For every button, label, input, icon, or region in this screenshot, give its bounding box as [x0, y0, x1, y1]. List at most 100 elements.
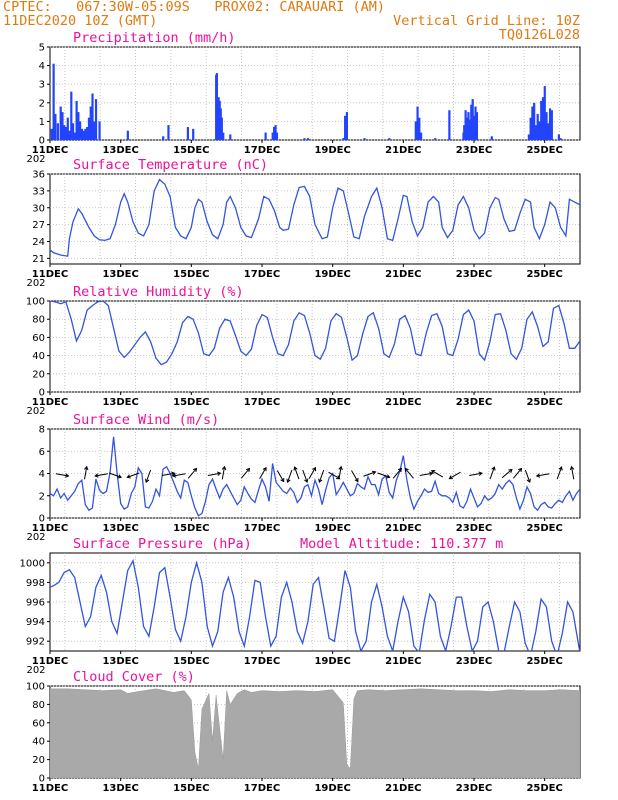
wind-arrow-head — [535, 473, 541, 478]
header-gridline-note: Vertical Grid Line: 10Z — [393, 13, 580, 29]
wind-arrow — [259, 467, 267, 480]
x-tick-label: 23DEC — [456, 269, 492, 280]
x-tick-label: 13DEC — [102, 397, 138, 408]
x-tick-label: 15DEC — [173, 523, 209, 534]
precip-bar — [545, 112, 548, 140]
precip-bar — [264, 132, 267, 140]
precip-bar — [89, 106, 92, 140]
panel-title: Relative Humidity (%) — [73, 284, 244, 300]
wind-arrow — [308, 467, 316, 480]
precip-bar — [547, 123, 550, 140]
precip-bar — [468, 119, 471, 140]
wind-arrow-head — [371, 470, 377, 475]
wind-arrow — [318, 469, 325, 483]
cloud-cover-area — [50, 688, 580, 778]
wind-arrow-head — [404, 467, 409, 473]
x-tick-label: 17DEC — [244, 145, 280, 156]
wind-arrow-head — [280, 478, 285, 483]
precip-bar — [473, 115, 476, 140]
wind-arrow — [512, 468, 522, 479]
precip-bar — [475, 112, 479, 140]
precip-bar — [416, 106, 419, 140]
x-tick-label: 19DEC — [314, 397, 350, 408]
x-tick-label: 15DEC — [173, 145, 209, 156]
wind-arrow — [501, 469, 513, 479]
precip-bar — [77, 112, 80, 140]
precip-bar — [470, 104, 473, 140]
y-tick-label: 0 — [39, 514, 45, 525]
precip-bar — [275, 132, 279, 140]
precip-bar — [529, 117, 532, 140]
precip-bar — [534, 125, 538, 140]
wind-arrow-head — [491, 466, 496, 471]
precip-bar — [56, 123, 59, 140]
precip-bar — [418, 117, 421, 140]
wind-arrow — [172, 473, 186, 477]
precip-bar — [306, 138, 310, 140]
precip-bar — [61, 112, 64, 140]
x-tick-label: 25DEC — [526, 783, 562, 794]
precip-bar — [52, 63, 55, 140]
wind-arrow — [404, 468, 414, 479]
wind-arrow-head — [558, 466, 563, 471]
precip-bar — [59, 106, 62, 140]
y-tick-label: 80 — [32, 700, 45, 711]
wind-arrow — [449, 471, 461, 480]
y-tick-label: 4 — [39, 469, 45, 480]
y-tick-label: 100 — [26, 297, 45, 308]
y-tick-label: 0 — [39, 136, 45, 147]
precip-bar — [543, 86, 546, 140]
wind-arrow-head — [526, 478, 531, 484]
precip-bar — [220, 117, 223, 140]
x-tick-label: 19DEC — [314, 269, 350, 280]
model-altitude-annotation: Model Altitude: 110.377 m — [300, 536, 503, 552]
x-tick-label: 13DEC — [102, 145, 138, 156]
wind-arrow — [55, 473, 69, 477]
precip-bar — [448, 110, 451, 140]
wind-arrow — [338, 466, 342, 480]
precip-bar — [414, 121, 417, 140]
wind-arrow — [84, 466, 88, 480]
x-tick-label: 21DEC — [385, 656, 421, 667]
wind-arrow — [377, 472, 390, 478]
precip-bar — [342, 138, 345, 140]
precip-bar — [162, 136, 165, 140]
wind-arrow — [145, 469, 152, 483]
x-year-stub: 202 — [26, 665, 45, 676]
y-tick-label: 21 — [32, 254, 45, 265]
x-tick-label: 21DEC — [385, 397, 421, 408]
precip-bar — [70, 91, 73, 140]
x-tick-label: 25DEC — [526, 269, 562, 280]
x-tick-label: 11DEC — [32, 397, 68, 408]
precip-bar — [465, 117, 469, 140]
wind-arrow — [276, 470, 285, 482]
x-tick-label: 11DEC — [32, 523, 68, 534]
x-tick-label: 13DEC — [102, 656, 138, 667]
wind-arrow-head — [354, 478, 359, 483]
y-tick-label: 8 — [39, 425, 45, 436]
wind-arrow — [287, 469, 293, 483]
precip-bar — [71, 123, 75, 140]
wind-arrow-head — [286, 478, 291, 484]
y-tick-label: 2 — [39, 98, 45, 109]
y-tick-label: 100 — [26, 682, 45, 693]
wind-arrow — [207, 472, 221, 476]
panel-title: Surface Wind (m/s) — [73, 412, 219, 428]
y-tick-label: 60 — [32, 718, 45, 729]
header-date: 11DEC2020 10Z (GMT) — [3, 13, 158, 29]
y-tick-label: 6 — [39, 447, 45, 458]
x-tick-label: 21DEC — [385, 145, 421, 156]
x-tick-label: 11DEC — [32, 656, 68, 667]
x-tick-label: 13DEC — [102, 783, 138, 794]
x-year-stub: 202 — [26, 278, 45, 289]
wind-arrow — [392, 468, 402, 479]
precip-bar — [87, 117, 91, 140]
x-tick-label: 17DEC — [244, 523, 280, 534]
series-line-1 — [50, 178, 580, 257]
wind-arrow-head — [428, 471, 434, 476]
wind-arrow-head — [397, 467, 403, 473]
y-tick-label: 30 — [32, 203, 45, 214]
y-tick-label: 80 — [32, 315, 45, 326]
x-tick-label: 13DEC — [102, 269, 138, 280]
y-tick-label: 33 — [32, 186, 45, 197]
